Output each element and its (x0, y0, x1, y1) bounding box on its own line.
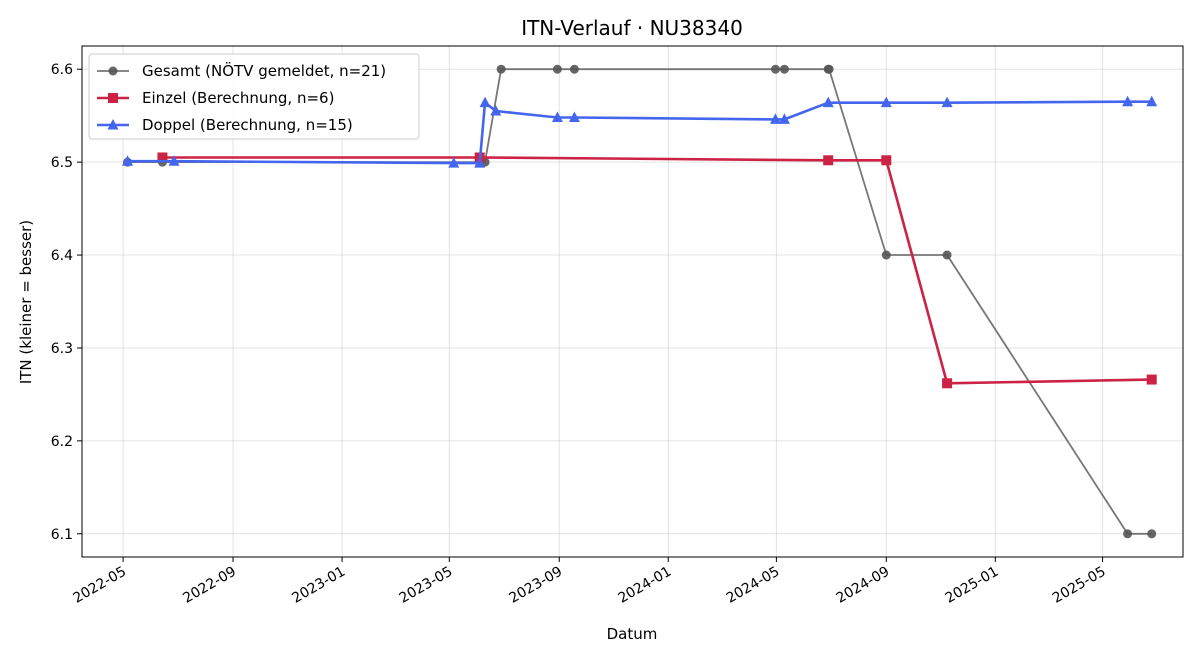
data-point-doppel (568, 111, 580, 123)
y-axis: 6.1 6.2 6.3 6.4 6.5 6.6 (51, 62, 82, 543)
legend-label-doppel: Doppel (Berechnung, n=15) (142, 116, 353, 134)
y-tick-label: 6.2 (51, 434, 73, 450)
data-point-doppel (122, 155, 134, 166)
data-point-doppel (551, 111, 563, 123)
legend-box (88, 53, 420, 140)
data-point-doppel (769, 113, 781, 124)
x-axis-label: Datum (607, 625, 658, 643)
data-point-einzel (823, 155, 834, 166)
data-point-gesamt (770, 64, 780, 74)
data-point-einzel (1146, 374, 1157, 385)
y-tick-label: 6.6 (51, 62, 73, 78)
data-point-einzel (942, 378, 953, 389)
data-point-doppel (778, 113, 790, 124)
data-point-doppel (941, 96, 953, 108)
data-point-gesamt (1123, 529, 1133, 539)
data-point-doppel (880, 96, 892, 108)
y-tick-label: 6.4 (51, 248, 73, 264)
series-line-einzel (162, 156, 1152, 385)
legend-marker-gesamt (108, 66, 118, 76)
data-point-doppel (490, 105, 502, 116)
series-layer (122, 64, 1158, 539)
legend-marker-doppel (107, 119, 119, 130)
data-point-doppel (1122, 95, 1134, 107)
data-point-gesamt (552, 64, 562, 74)
data-point-gesamt (779, 64, 789, 74)
legend: Gesamt (NÖTV gemeldet, n=21) Einzel (Bere… (88, 53, 420, 140)
y-tick-label: 6.3 (51, 341, 73, 357)
data-point-gesamt (1147, 529, 1157, 539)
chart-title: ITN-Verlauf · NU38340 (521, 16, 743, 40)
plot-frame (81, 45, 1184, 558)
data-point-gesamt (824, 64, 834, 74)
legend-marker-einzel (108, 93, 118, 103)
data-point-doppel (448, 157, 460, 168)
legend-label-einzel: Einzel (Berechnung, n=6) (142, 89, 334, 107)
data-point-einzel (157, 152, 168, 163)
y-axis-label: ITN (kleiner = besser) (17, 220, 35, 384)
data-point-doppel (1146, 95, 1158, 107)
data-point-doppel (822, 96, 834, 108)
data-point-gesamt (496, 64, 506, 74)
data-point-doppel (474, 157, 486, 168)
y-tick-label: 6.1 (51, 527, 73, 543)
data-point-gesamt (569, 64, 579, 74)
y-tick-label: 6.5 (51, 155, 73, 171)
data-point-einzel (881, 155, 892, 166)
data-point-gesamt (942, 250, 952, 260)
legend-label-gesamt: Gesamt (NÖTV gemeldet, n=21) (142, 61, 386, 80)
data-point-gesamt (881, 250, 891, 260)
data-point-doppel (168, 155, 180, 166)
data-point-doppel (479, 96, 491, 108)
series-doppel (122, 95, 1158, 168)
